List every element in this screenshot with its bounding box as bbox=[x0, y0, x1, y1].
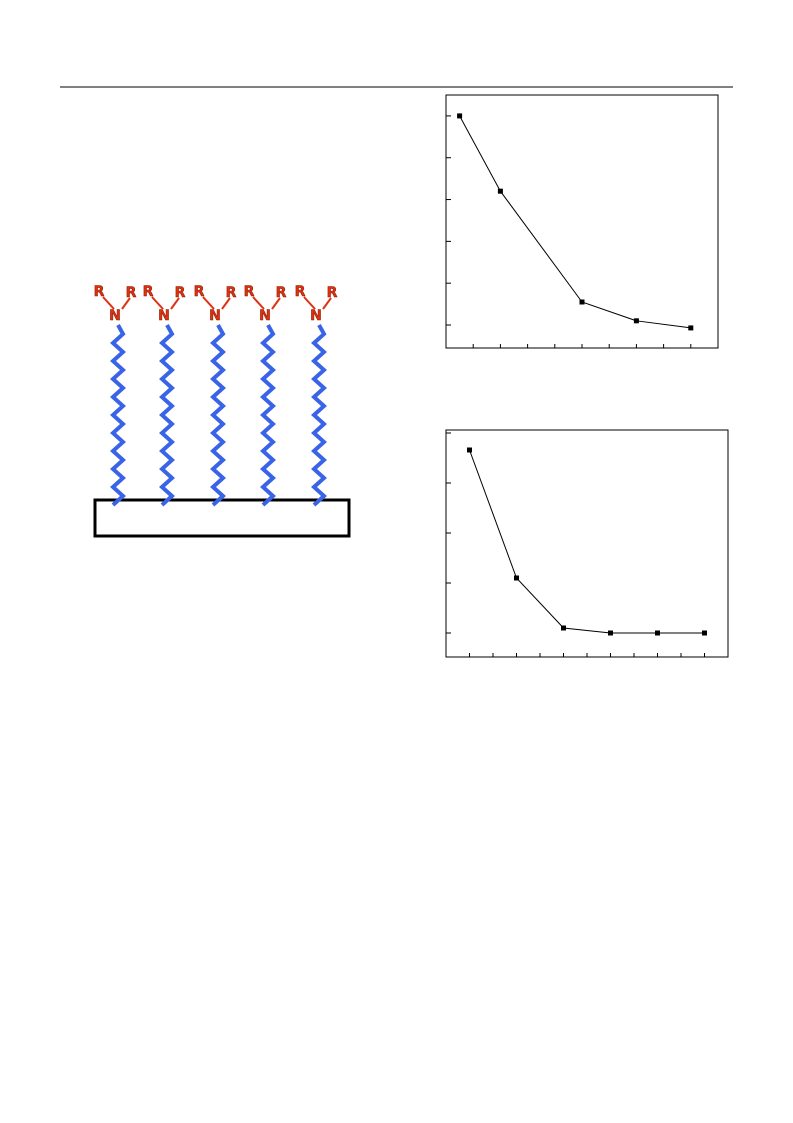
bond bbox=[151, 296, 164, 310]
alkyl-chain bbox=[110, 324, 126, 507]
r-group: R bbox=[244, 284, 255, 300]
bond bbox=[121, 297, 131, 310]
data-point bbox=[655, 630, 660, 636]
r-group: R bbox=[175, 285, 186, 301]
nitrogen: N bbox=[209, 308, 221, 324]
bond bbox=[221, 297, 231, 310]
nitrogen: N bbox=[109, 308, 121, 324]
r-group: R bbox=[226, 285, 237, 301]
data-line bbox=[459, 115, 691, 329]
charts bbox=[445, 94, 729, 658]
bond bbox=[252, 296, 265, 310]
data-point bbox=[514, 575, 519, 581]
data-point bbox=[702, 630, 707, 636]
alkyl-chain bbox=[159, 324, 175, 507]
nitrogen: N bbox=[158, 308, 170, 324]
r-group: R bbox=[194, 284, 205, 300]
data-point bbox=[608, 630, 613, 636]
data-point bbox=[497, 188, 503, 194]
bond bbox=[303, 296, 316, 310]
alkyl-chain bbox=[260, 324, 276, 507]
r-group: R bbox=[126, 285, 137, 301]
data-point bbox=[688, 325, 694, 331]
bond bbox=[202, 296, 215, 310]
bond bbox=[102, 296, 115, 310]
r-group: R bbox=[143, 284, 154, 300]
r-group: R bbox=[327, 285, 338, 301]
data-point bbox=[579, 299, 585, 305]
data-line bbox=[469, 449, 705, 634]
data-point bbox=[561, 625, 566, 631]
bond bbox=[322, 297, 332, 310]
alkyl-chain bbox=[311, 324, 327, 507]
data-point bbox=[633, 318, 639, 324]
data-point bbox=[467, 447, 472, 453]
r-group: R bbox=[276, 285, 287, 301]
nitrogen: N bbox=[310, 308, 322, 324]
data-point bbox=[457, 113, 463, 119]
bond bbox=[170, 297, 180, 310]
nitrogen: N bbox=[259, 308, 271, 324]
plot-frame bbox=[445, 94, 719, 349]
r-group: R bbox=[94, 284, 105, 300]
alkyl-chain bbox=[210, 324, 226, 507]
plot-frame bbox=[445, 429, 729, 658]
substrate bbox=[93, 498, 351, 538]
bond bbox=[271, 297, 281, 310]
monolayer-diagram: NR RNR RNR RNR RNR R bbox=[93, 284, 338, 507]
r-group: R bbox=[295, 284, 306, 300]
